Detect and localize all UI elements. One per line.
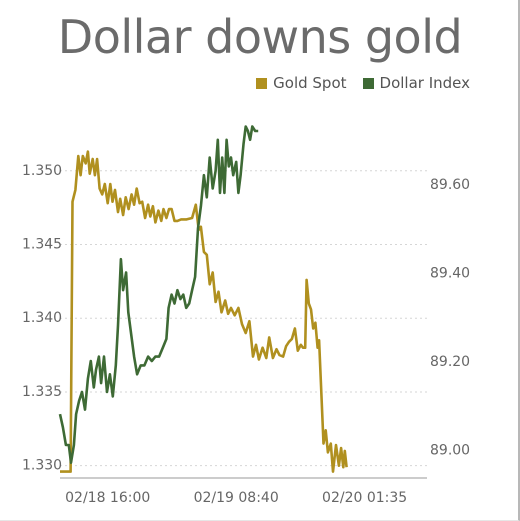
x-tick-label: 02/20 01:35 bbox=[322, 490, 407, 506]
x-tick-label: 02/18 16:00 bbox=[65, 490, 150, 506]
y-right-tick-label: 89.20 bbox=[430, 354, 470, 370]
y-left-tick-label: 1.345 bbox=[22, 237, 62, 253]
y-right-tick-label: 89.40 bbox=[430, 266, 470, 282]
legend-label-dollar: Dollar Index bbox=[379, 74, 470, 92]
series-line-dollar-index bbox=[58, 125, 259, 464]
y-left-tick-label: 1.340 bbox=[22, 310, 62, 326]
y-left-tick-label: 1.350 bbox=[22, 163, 62, 179]
y-left-tick-label: 1.335 bbox=[22, 384, 62, 400]
legend-swatch-gold bbox=[256, 77, 268, 89]
x-tick-label: 02/19 08:40 bbox=[194, 490, 279, 506]
y-right-tick-label: 89.60 bbox=[430, 177, 470, 193]
legend-swatch-dollar bbox=[362, 77, 374, 89]
y-right-tick-label: 89.00 bbox=[430, 442, 470, 458]
y-left-tick-label: 1.330 bbox=[22, 458, 62, 474]
legend-item-dollar: Dollar Index bbox=[362, 74, 470, 92]
chart-title: Dollar downs gold bbox=[57, 10, 463, 64]
legend-item-gold: Gold Spot bbox=[256, 74, 347, 92]
series-line-gold-spot bbox=[60, 150, 348, 473]
chart-legend: Gold Spot Dollar Index bbox=[256, 74, 470, 92]
legend-label-gold: Gold Spot bbox=[273, 74, 347, 92]
